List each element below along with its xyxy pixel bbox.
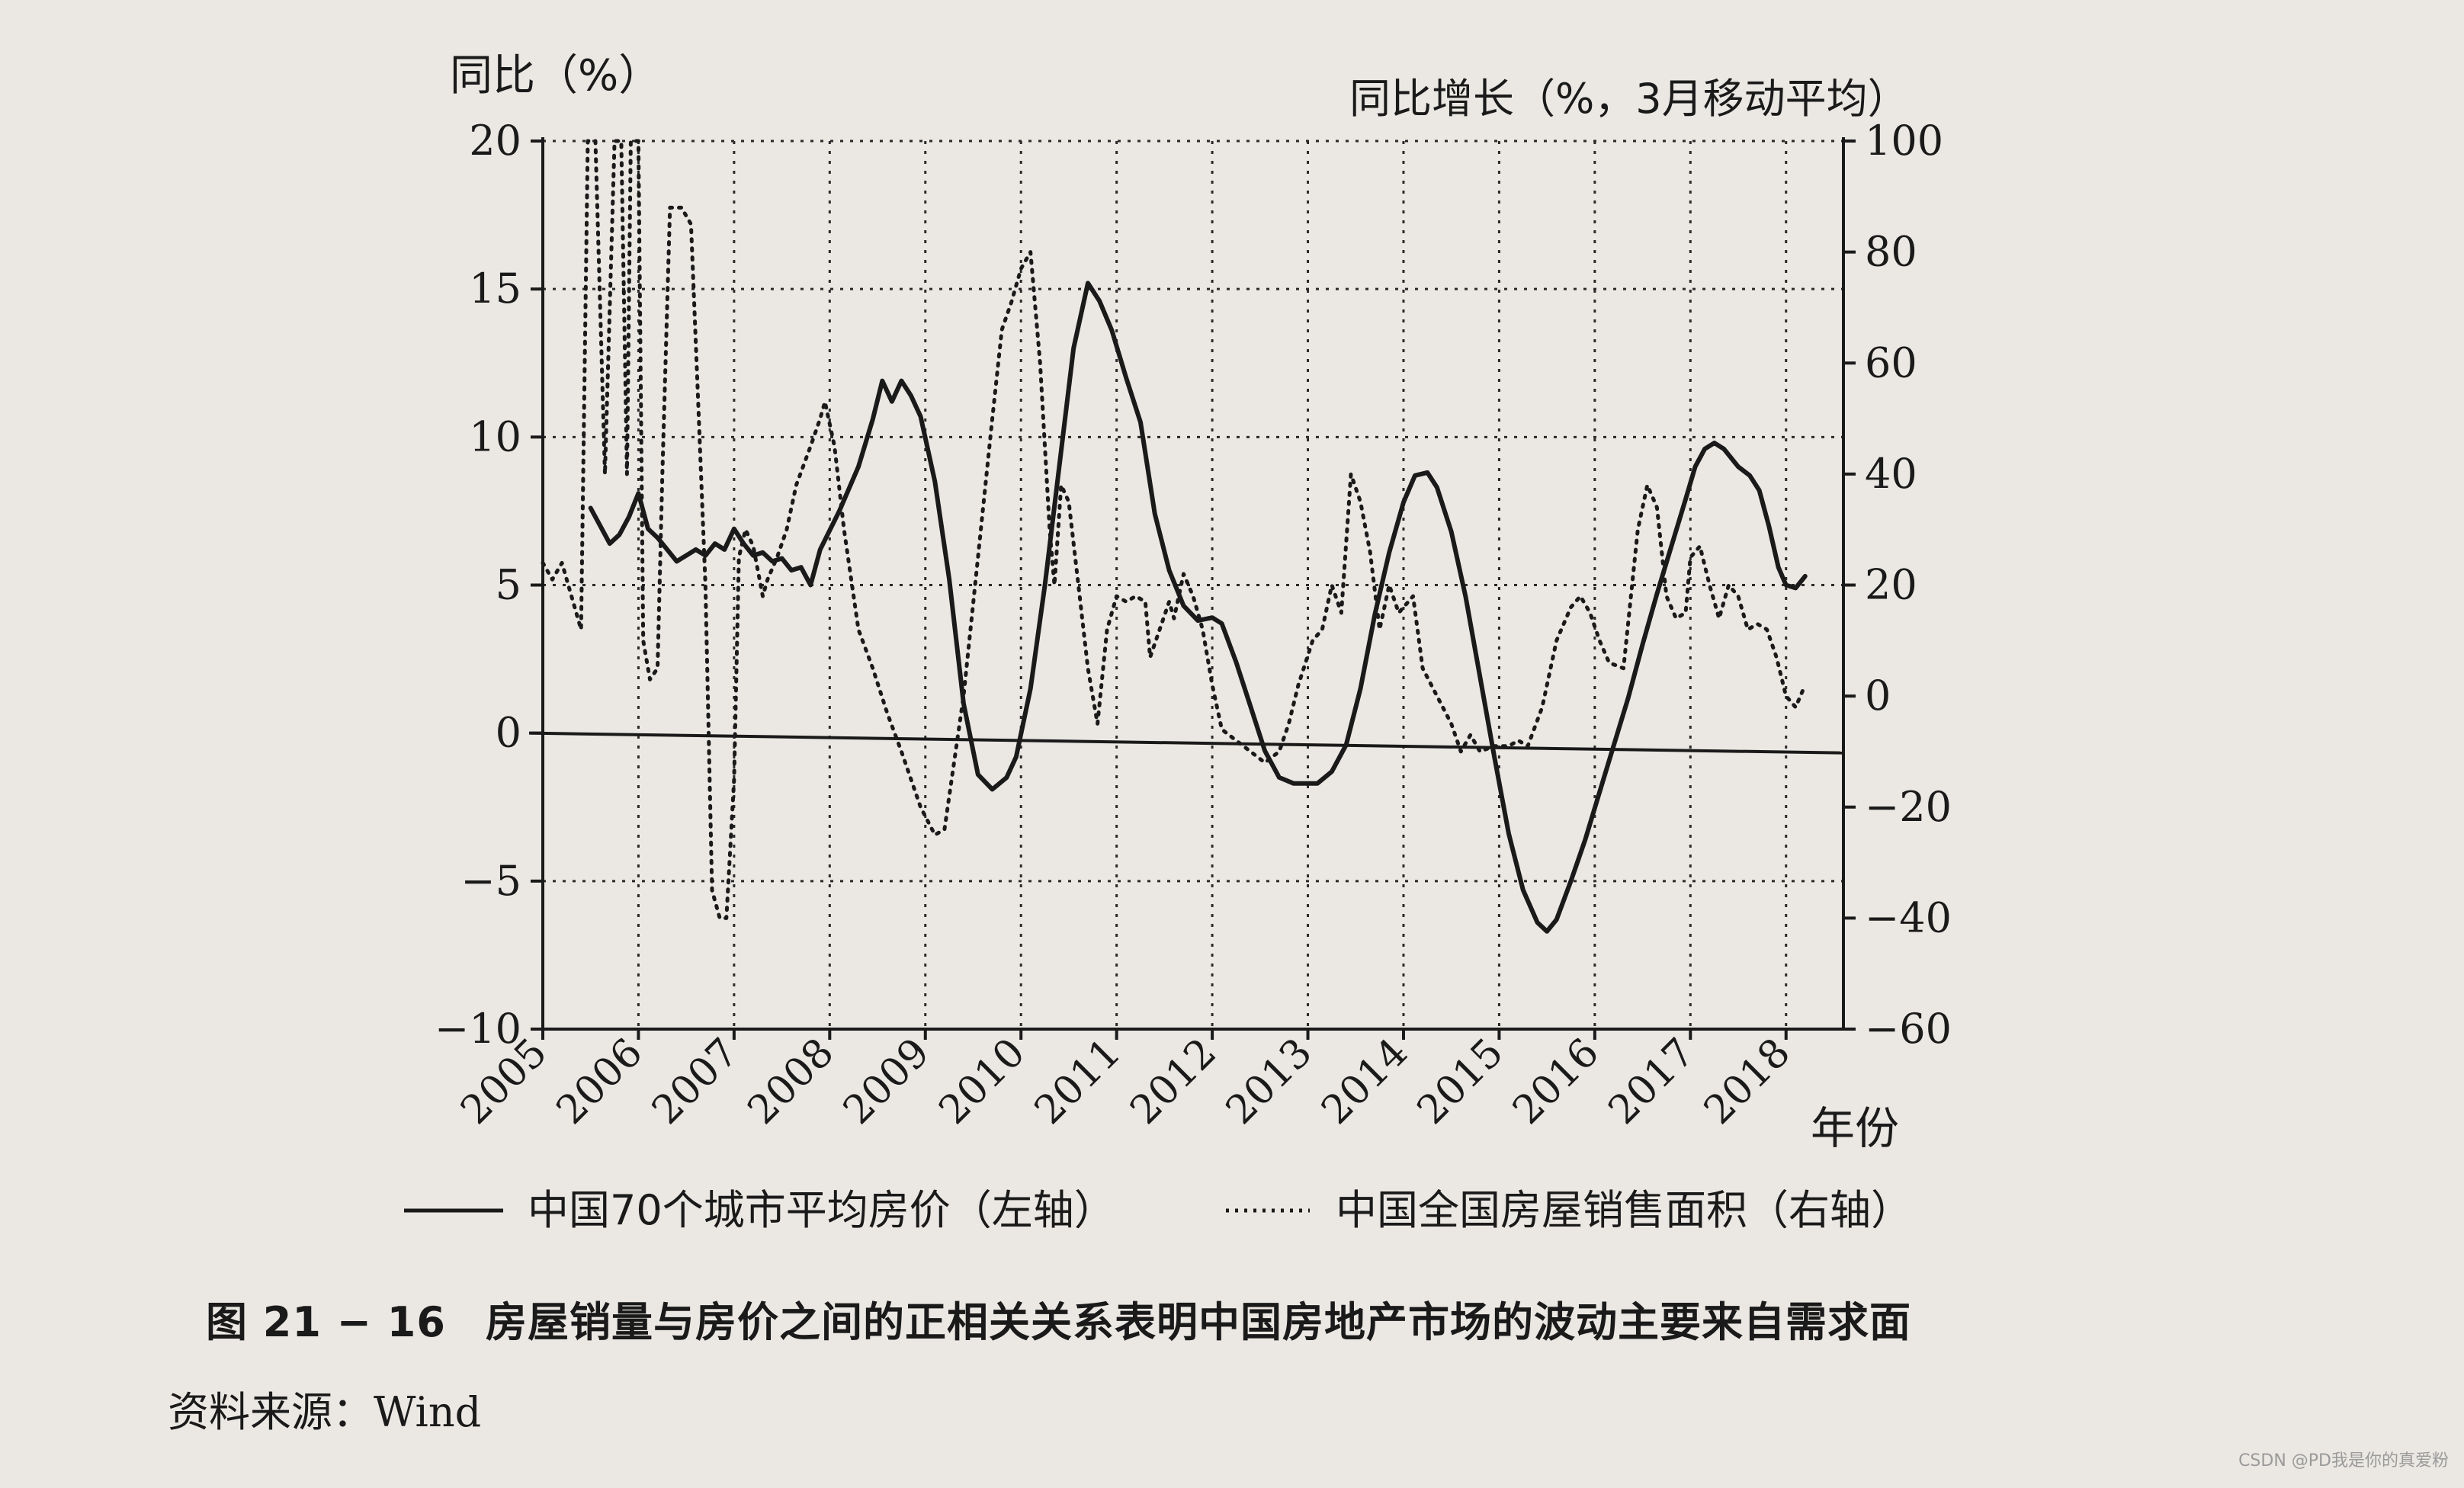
right-axis-ticks: −60 −40 −20 0 20 40 60 80 100 — [1843, 117, 1952, 1053]
right-axis-title: 同比增长（%，3月移动平均） — [1349, 75, 1909, 123]
right-tick-label-100: 100 — [1865, 117, 1943, 165]
axes — [541, 137, 1845, 1031]
x-tick-label-2016: 2016 — [1504, 1030, 1608, 1134]
x-axis-label: 年份 — [1811, 1102, 1899, 1154]
figure-number: 图 21 − 16 — [206, 1298, 446, 1346]
x-tick-label-2006: 2006 — [548, 1030, 652, 1134]
x-axis-ticks: 2005200620072008200920102011201220132014… — [452, 1029, 1799, 1134]
left-tick-label-10: 10 — [469, 412, 521, 460]
right-tick-label-20: 20 — [1865, 561, 1917, 609]
watermark: CSDN @PD我是你的真爱粉 — [2238, 1451, 2449, 1470]
legend-label-house-price: 中国70个城市平均房价（左轴） — [528, 1186, 1115, 1234]
right-tick-label-60: 60 — [1865, 338, 1917, 386]
legend: 中国70个城市平均房价（左轴） 中国全国房屋销售面积（右轴） — [404, 1186, 1912, 1234]
left-axis-ticks: −10 −5 0 5 10 15 20 — [435, 117, 543, 1053]
data-source: 资料来源：Wind — [168, 1388, 482, 1436]
figure-caption: 图 21 − 16 房屋销量与房价之间的正相关关系表明中国房地产市场的波动主要来自… — [206, 1288, 1911, 1348]
series-house-price-line — [588, 281, 1808, 934]
series — [541, 139, 1808, 934]
legend-label-sales-area: 中国全国房屋销售面积（右轴） — [1336, 1186, 1912, 1234]
right-tick-label-0: 0 — [1865, 672, 1891, 720]
zero-line — [528, 731, 1844, 755]
left-tick-label-0: 0 — [496, 709, 521, 757]
right-tick-label-40: 40 — [1865, 450, 1917, 498]
grid-lines — [543, 140, 1843, 1029]
left-tick-label--10: −10 — [435, 1005, 521, 1053]
right-tick-label--40: −40 — [1865, 893, 1952, 941]
x-tick-label-2013: 2013 — [1218, 1030, 1321, 1134]
x-tick-label-2017: 2017 — [1599, 1030, 1703, 1134]
right-tick-label-80: 80 — [1865, 228, 1917, 276]
figure-caption-text: 房屋销量与房价之间的正相关关系表明中国房地产市场的波动主要来自需求面 — [485, 1298, 1911, 1346]
x-tick-label-2018: 2018 — [1696, 1030, 1799, 1134]
left-axis-title: 同比（%） — [450, 51, 661, 101]
left-tick-label--5: −5 — [460, 857, 521, 905]
x-tick-label-2011: 2011 — [1026, 1030, 1130, 1134]
x-tick-label-2012: 2012 — [1121, 1030, 1225, 1134]
left-tick-label-5: 5 — [496, 561, 521, 609]
x-tick-label-2010: 2010 — [930, 1030, 1034, 1134]
x-tick-label-2015: 2015 — [1409, 1030, 1513, 1134]
x-tick-label-2009: 2009 — [835, 1030, 938, 1134]
chart: −10 −5 0 5 10 15 20 −60 −40 −20 0 20 40 60 80 100 2005… — [404, 51, 1952, 1234]
right-tick-label--20: −20 — [1865, 783, 1952, 831]
left-tick-label-20: 20 — [469, 117, 521, 165]
x-tick-label-2007: 2007 — [643, 1030, 747, 1134]
x-tick-label-2008: 2008 — [740, 1030, 843, 1134]
left-tick-label-15: 15 — [469, 265, 521, 313]
series-sales-area-line — [541, 139, 1808, 920]
right-tick-label--60: −60 — [1865, 1005, 1952, 1053]
zero-line-group — [528, 731, 1844, 755]
x-tick-label-2014: 2014 — [1313, 1030, 1416, 1134]
